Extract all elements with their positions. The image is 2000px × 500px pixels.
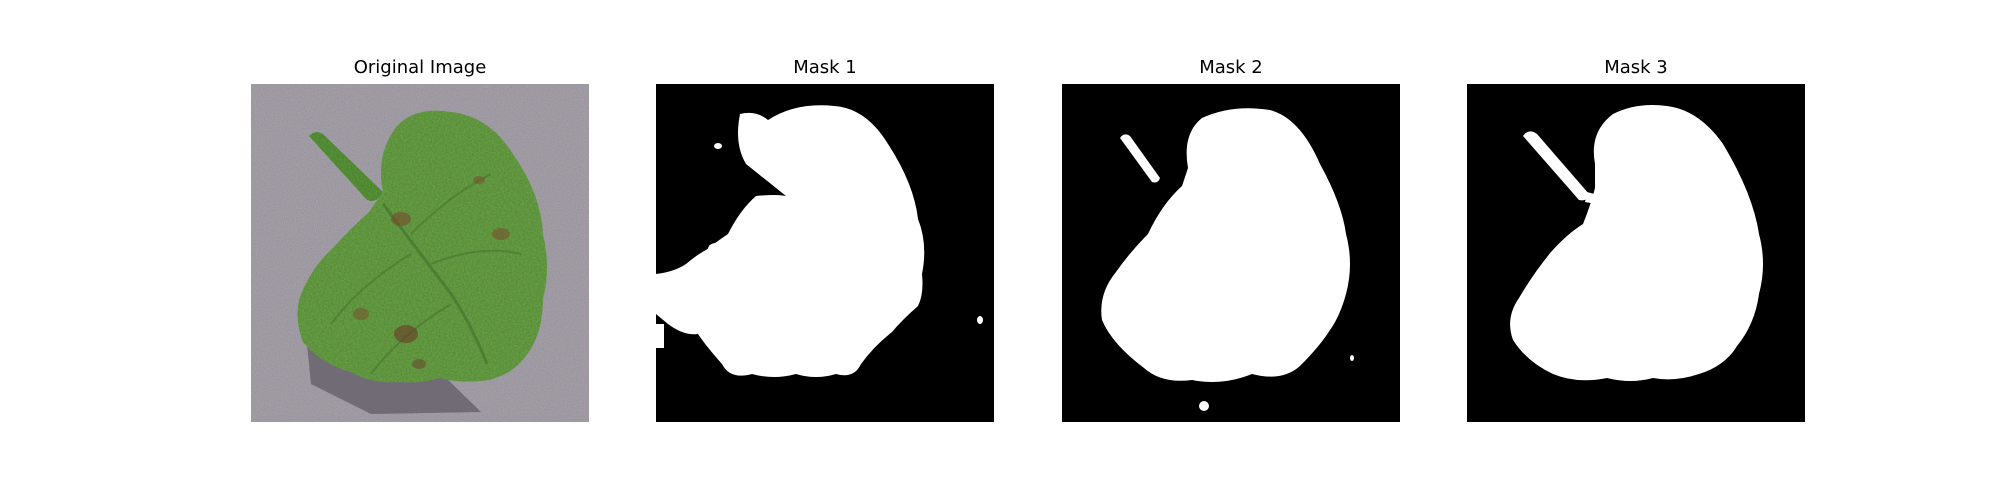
panel-title: Mask 1 — [793, 57, 857, 78]
mask-fragment — [1350, 355, 1354, 361]
mask-fragment — [1199, 401, 1209, 411]
leaf-spot — [353, 308, 369, 320]
leaf-spot — [492, 228, 510, 240]
leaf-stem — [309, 132, 383, 201]
leaf-spot — [473, 176, 485, 184]
mask-region — [1101, 108, 1350, 382]
mask-fragment — [714, 143, 722, 149]
leaf-spot — [394, 325, 418, 343]
leaf-spot — [412, 359, 426, 369]
leaf-vein — [381, 203, 489, 365]
panel-title: Mask 3 — [1604, 57, 1668, 78]
mask-fragment — [1585, 192, 1609, 206]
mask-fragment — [708, 243, 724, 255]
panel-mask-2: Mask 2 — [1062, 56, 1400, 446]
original-leaf-photo — [251, 84, 589, 422]
panel-mask-1: Mask 1 — [656, 56, 994, 446]
panel-title: Original Image — [353, 57, 487, 78]
leaf-spot — [391, 212, 411, 226]
leaf-vein — [330, 253, 412, 325]
segmentation-mask-2 — [1062, 84, 1400, 422]
segmentation-mask-1 — [656, 84, 994, 422]
panel-mask-3: Mask 3 — [1467, 56, 1805, 446]
panel-title: Mask 2 — [1199, 57, 1263, 78]
mask-stem-fragment — [1120, 134, 1160, 183]
mask-fragment — [977, 316, 983, 324]
panel-original-image: Original Image — [251, 56, 589, 446]
mask-region — [656, 105, 925, 377]
mask-region — [1510, 105, 1763, 381]
mask-fragment — [656, 324, 664, 348]
segmentation-mask-3 — [1467, 84, 1805, 422]
leaf-vein — [430, 249, 522, 265]
mask-stem-fragment — [1523, 131, 1589, 201]
